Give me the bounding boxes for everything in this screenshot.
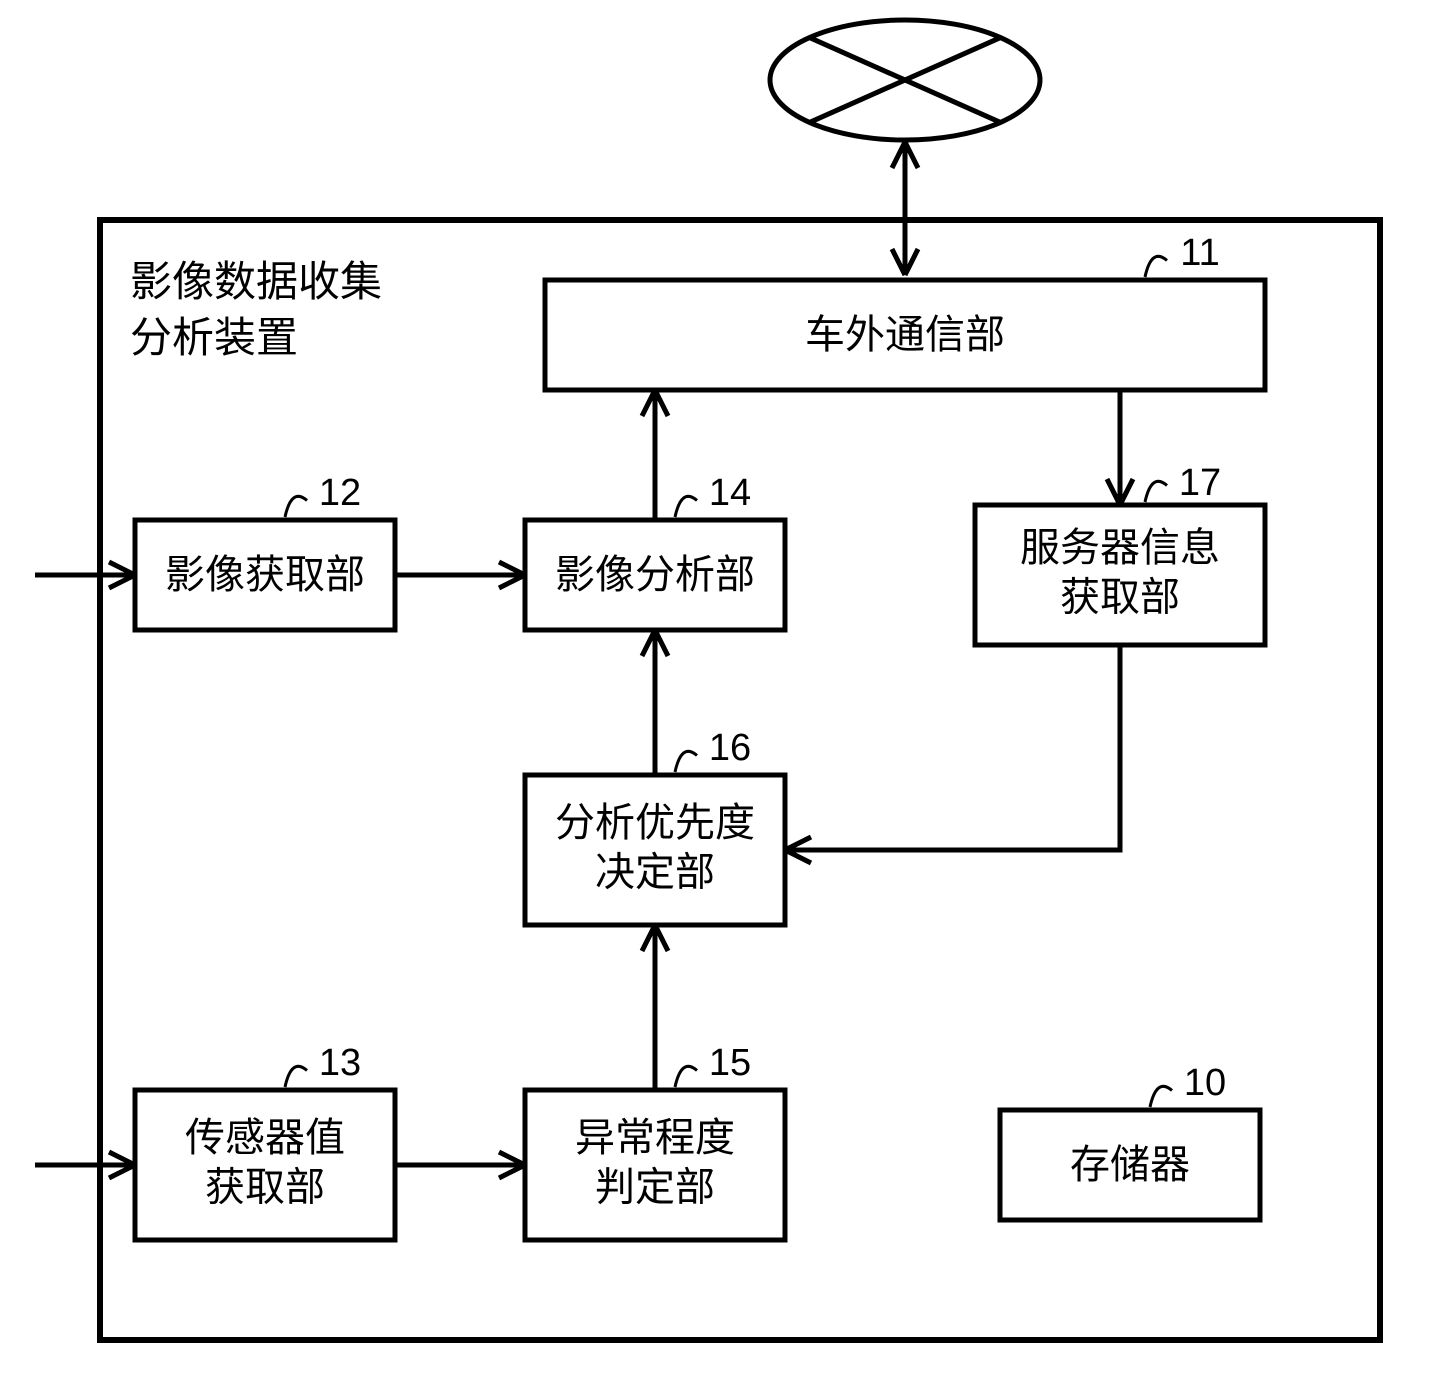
node-11-number: 11 [1180, 232, 1219, 274]
node-13-label2: 获取部 [205, 1155, 325, 1213]
node-15-number: 15 [709, 1042, 751, 1084]
node-12-label: 影像获取部 [165, 542, 365, 600]
node-11-label: 车外通信部 [805, 302, 1005, 360]
node-17-number: 17 [1179, 462, 1221, 504]
node-14-label: 影像分析部 [555, 542, 755, 600]
node-13-number: 13 [319, 1042, 361, 1084]
node-15-label2: 判定部 [595, 1155, 715, 1213]
node-16-label2: 决定部 [595, 840, 715, 898]
node-10-label: 存储器 [1070, 1132, 1190, 1190]
node-12-number: 12 [319, 472, 361, 514]
node-16-number: 16 [709, 727, 751, 769]
node-14-number: 14 [709, 472, 751, 514]
node-17-label2: 获取部 [1060, 565, 1180, 623]
node-10-number: 10 [1184, 1062, 1226, 1104]
